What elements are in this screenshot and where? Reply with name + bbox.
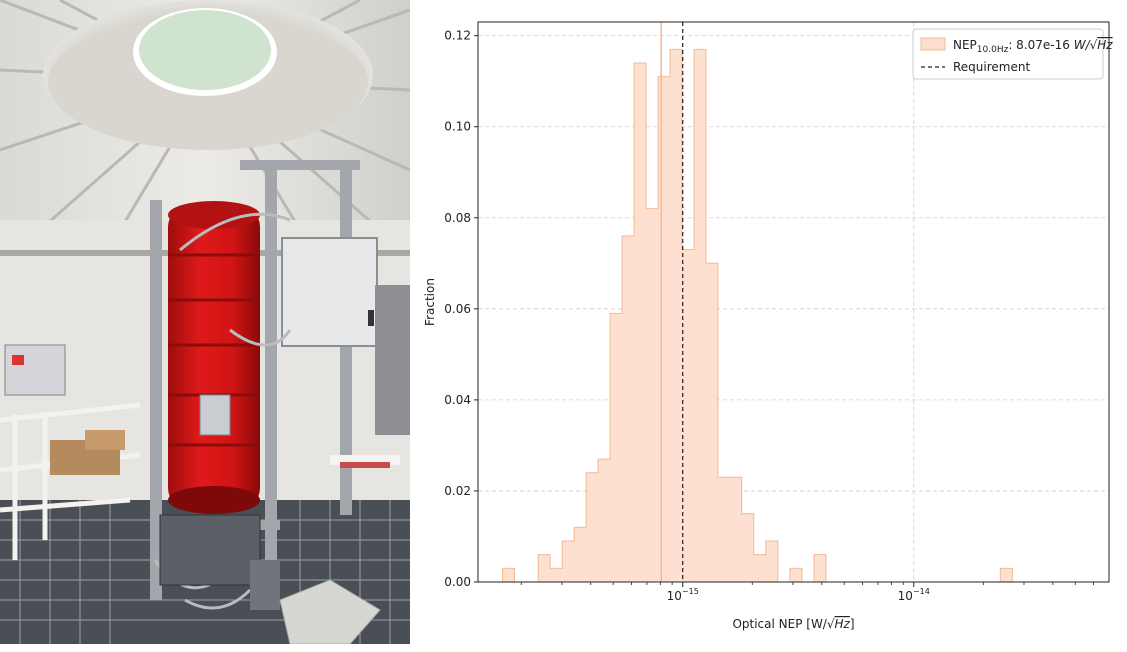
legend-swatch-histogram [920,37,946,51]
grid-layer [478,22,1109,583]
histogram-bar [561,540,575,583]
legend-nep-value: : 8.07e-16 [1008,38,1073,52]
histogram-bar [789,568,803,583]
y-tick-label: 0.10 [444,120,471,134]
y-tick-label: 0.02 [444,484,471,498]
y-tick-label: 0.04 [444,393,471,407]
histogram-bar [705,263,719,583]
y-tick-label: 0.00 [444,575,471,589]
legend-sqrt-symbol: √ [1090,38,1098,52]
histogram-bar [753,554,767,583]
histogram-bar [729,477,742,583]
histogram-bar [538,554,551,583]
telescope-cryostat-photo [0,0,410,644]
histogram-bar [597,458,611,583]
y-tick-label: 0.06 [444,302,471,316]
x-axis-label: Optical NEP [W/√Hz] [732,617,854,631]
histogram-bar [681,249,695,583]
legend-nep-subscript: 10.0Hz [977,45,1009,55]
histogram-bars [502,48,1013,583]
histogram-outline [502,48,1013,582]
histogram-bar [633,62,647,583]
histogram-bar [573,527,587,583]
histogram-bar [609,313,623,583]
sqrt-symbol: √ [827,617,835,631]
histogram-bar [585,472,599,583]
histogram-bar [502,568,515,583]
histogram-bar [717,477,731,583]
axis-ticks: 0.00 0.02 0.04 0.06 0.08 0.10 0.12 10−15 10−14 [444,29,1094,603]
histogram-bar [1000,568,1013,583]
legend-unit-sqrt: Hz [1097,38,1113,52]
x-axis-label-sqrt: Hz [835,617,851,631]
legend-nep: NEP [953,38,977,52]
histogram-bar [621,235,635,583]
histogram-bar [549,568,563,583]
y-tick-label: 0.12 [444,29,471,43]
x-axis-label-suffix: ] [850,617,855,631]
histogram-bar [813,554,827,583]
nep-histogram-chart: 0.00 0.02 0.04 0.06 0.08 0.10 0.12 10−15 10−14 F… [410,0,1127,648]
y-tick-label: 0.08 [444,211,471,225]
x-axis-label-prefix: Optical NEP [W/ [732,617,827,631]
histogram-bar [669,49,683,583]
x-tick-label: 10−15 [667,587,699,603]
axes-frame [477,21,1110,583]
histogram-bar [693,49,707,583]
legend-label-histogram: NEP10.0Hz: 8.07e-16 W/√Hz [953,38,1113,55]
x-tick-label: 10−14 [898,587,930,603]
control-cabinet [281,237,378,347]
red-cryostat [168,201,260,514]
legend-box [912,28,1104,80]
histogram-bar [645,208,659,583]
chart-svg: 0.00 0.02 0.04 0.06 0.08 0.10 0.12 10−15 10−14 F… [423,21,1113,631]
legend: NEP10.0Hz: 8.07e-16 W/√Hz Requirement [912,28,1113,80]
mirror-glass [139,10,271,90]
y-axis-label: Fraction [423,278,437,326]
histogram-bar [741,513,755,583]
reference-lines [660,22,684,582]
cryostat-photo [0,0,410,644]
legend-label-requirement: Requirement [953,60,1030,74]
histogram-bar [657,76,671,583]
histogram-bar [765,540,779,583]
legend-unit-prefix: W/ [1074,38,1092,52]
